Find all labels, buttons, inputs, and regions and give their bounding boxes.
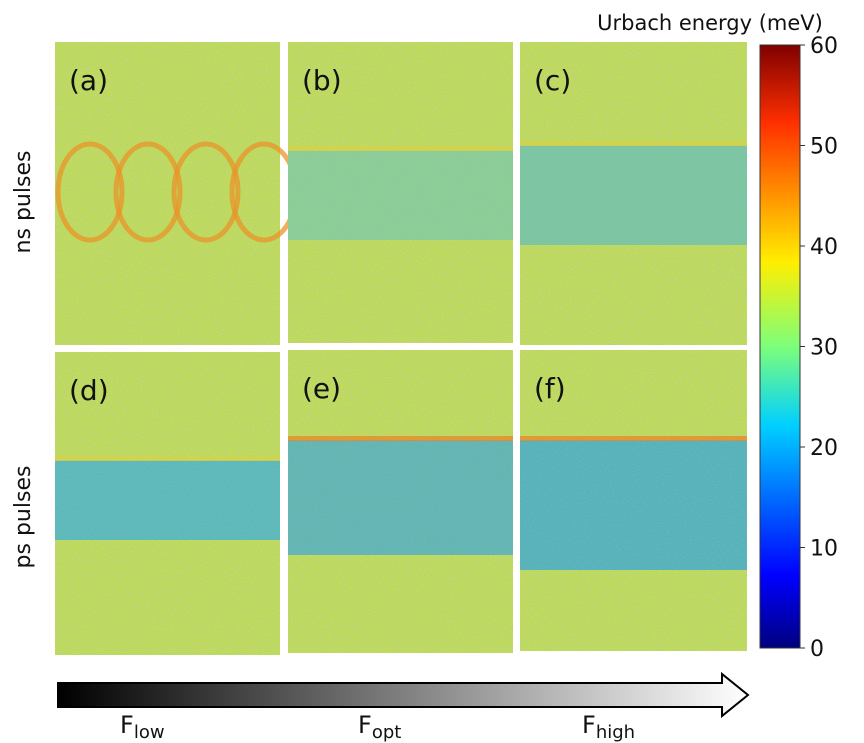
fluence-label: Fhigh (582, 711, 635, 743)
modified-band (520, 145, 747, 245)
fluence-sub: high (596, 722, 635, 743)
fluence-arrow (57, 671, 750, 719)
image-panel: (c) (520, 42, 747, 345)
panel-background (55, 42, 280, 345)
tick-label: 30 (810, 336, 838, 361)
ablation-ring (55, 141, 125, 243)
fluence-main: F (120, 711, 134, 739)
tick-label: 0 (810, 637, 824, 662)
panel-label: (d) (69, 374, 109, 407)
tick-label: 40 (810, 235, 838, 260)
modified-band (520, 440, 747, 570)
tick-label: 10 (810, 537, 838, 562)
band-edge (55, 456, 280, 461)
panel-label: (f) (534, 372, 566, 405)
fluence-main: F (358, 711, 372, 739)
band-edge (288, 146, 513, 151)
tick-label: 60 (810, 34, 838, 59)
fluence-main: F (582, 711, 596, 739)
fluence-sub: opt (372, 722, 402, 743)
fluence-labels: Flow Fopt Fhigh (120, 711, 635, 743)
panel-label: (e) (302, 372, 341, 405)
colorbar-title: Urbach energy (meV) (597, 11, 823, 35)
panel-label: (c) (534, 64, 571, 97)
tick-label: 20 (810, 436, 838, 461)
panel-label: (b) (302, 64, 342, 97)
band-edge (288, 436, 513, 441)
modified-band (288, 440, 513, 555)
modified-band (288, 150, 513, 240)
tick-label: 50 (810, 135, 838, 160)
fluence-sub: low (134, 722, 165, 743)
image-panel: (f) (520, 350, 747, 651)
image-panel: (a) (55, 42, 299, 345)
colorbar (759, 44, 801, 649)
panel-label: (a) (69, 64, 108, 97)
image-panel: (b) (288, 42, 513, 343)
ablation-ring (171, 141, 241, 243)
band-edge (520, 436, 747, 441)
colorbar-ticks: 0 10 20 30 40 50 60 (800, 34, 838, 662)
panels: (a) (b) (c) (d) (e) (f) (55, 42, 747, 655)
fluence-label: Flow (120, 711, 165, 743)
row-label: ps pulses (11, 466, 36, 569)
image-panel: (e) (288, 350, 513, 653)
modified-band (55, 460, 280, 540)
ablation-ring (113, 141, 183, 243)
image-panel: (d) (55, 352, 280, 655)
row-label: ns pulses (11, 151, 36, 254)
band-edge (520, 141, 747, 146)
fluence-label: Fopt (358, 711, 401, 743)
